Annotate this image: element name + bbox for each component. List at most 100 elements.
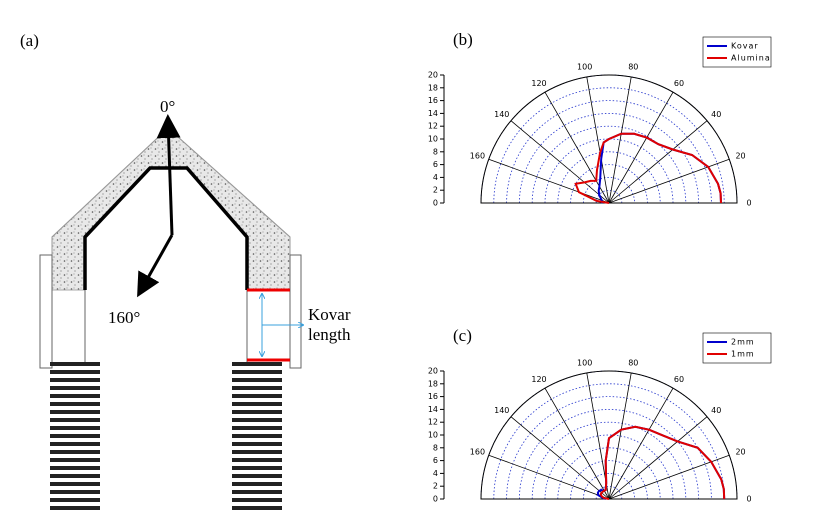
fin (50, 394, 100, 398)
angle-label: 140 (494, 406, 509, 415)
fin (232, 490, 282, 494)
legend-label: 1mm (731, 350, 755, 359)
spoke (586, 76, 610, 204)
fin (232, 370, 282, 374)
fin (232, 474, 282, 478)
angle-label: 160 (470, 447, 485, 456)
angle-label: 60 (674, 79, 684, 88)
grid-circle (557, 151, 661, 204)
fin (50, 434, 100, 438)
grid-circle (506, 396, 712, 500)
fin (232, 482, 282, 486)
spoke (608, 372, 632, 500)
fin (50, 506, 100, 510)
kovar-label: length (308, 325, 351, 344)
spoke (608, 416, 708, 500)
fin (50, 450, 100, 454)
angle-label: 120 (531, 79, 546, 88)
spoke (488, 454, 610, 500)
angle-label: 140 (494, 110, 509, 119)
y-tick-label: 4 (433, 469, 438, 478)
angle-label: 0 (746, 495, 751, 504)
plate (289, 254, 302, 369)
grid-circle (583, 473, 635, 500)
fin (50, 482, 100, 486)
spoke (608, 454, 730, 500)
angle-label: 20 (735, 447, 745, 456)
outer-arc (480, 74, 738, 204)
fin (50, 466, 100, 470)
y-tick-label: 12 (428, 418, 438, 427)
spoke (608, 120, 708, 204)
angle-label: 160 (470, 151, 485, 160)
y-tick-label: 2 (433, 482, 438, 491)
heat-sink (50, 362, 282, 510)
grid-circle (570, 460, 648, 500)
fin (50, 378, 100, 382)
fin (232, 498, 282, 502)
y-tick-label: 6 (433, 160, 438, 169)
fin (50, 402, 100, 406)
angle-label: 40 (711, 406, 721, 415)
arrow-0 (156, 114, 181, 236)
grid-circle (519, 113, 699, 204)
fin (232, 450, 282, 454)
series-line (599, 425, 726, 500)
fin (50, 458, 100, 462)
y-tick-label: 12 (428, 122, 438, 131)
angle-label: 20 (735, 151, 745, 160)
y-tick-label: 8 (433, 147, 438, 156)
fin (50, 490, 100, 494)
spoke (544, 387, 610, 500)
panel-label: (b) (453, 30, 473, 49)
y-tick-label: 10 (428, 135, 438, 144)
fin (232, 434, 282, 438)
y-tick-label: 20 (428, 71, 438, 80)
fin (232, 506, 282, 510)
angle-label: 40 (711, 110, 721, 119)
kovar-label: Kovar (308, 305, 351, 324)
y-tick-label: 16 (428, 392, 438, 401)
series-line (596, 425, 726, 500)
angle-label: 0° (160, 97, 175, 116)
spoke (488, 158, 610, 204)
grid-circle (531, 421, 687, 500)
outer-arc (480, 370, 738, 500)
fin (232, 458, 282, 462)
fin (50, 362, 100, 366)
fin (50, 498, 100, 502)
y-tick-label: 2 (433, 186, 438, 195)
y-tick-label: 0 (433, 495, 438, 504)
grid-circle (480, 370, 738, 500)
angle-label: 80 (628, 359, 638, 368)
plate (39, 254, 53, 369)
y-tick-label: 14 (428, 405, 438, 414)
legend-label: Kovar (731, 42, 759, 51)
spoke (608, 387, 674, 500)
grid-circle (583, 177, 635, 204)
grid-circle (544, 138, 674, 204)
legend-box (702, 332, 772, 364)
grid-circle (519, 409, 699, 500)
y-tick-label: 20 (428, 367, 438, 376)
fin (50, 442, 100, 446)
spoke (510, 416, 610, 500)
fin (232, 386, 282, 390)
fin (232, 394, 282, 398)
legend-label: 2mm (731, 338, 755, 347)
grid-circle (493, 87, 725, 204)
fin (50, 410, 100, 414)
grid-circle (570, 164, 648, 204)
angle-label: 80 (628, 63, 638, 72)
angle-label: 120 (531, 375, 546, 384)
y-tick-label: 10 (428, 431, 438, 440)
spoke (608, 91, 674, 204)
fin (232, 402, 282, 406)
angle-label: 160° (108, 308, 140, 327)
spoke (544, 91, 610, 204)
spoke (510, 120, 610, 204)
spoke (608, 158, 730, 204)
y-tick-label: 18 (428, 379, 438, 388)
angle-label: 60 (674, 375, 684, 384)
